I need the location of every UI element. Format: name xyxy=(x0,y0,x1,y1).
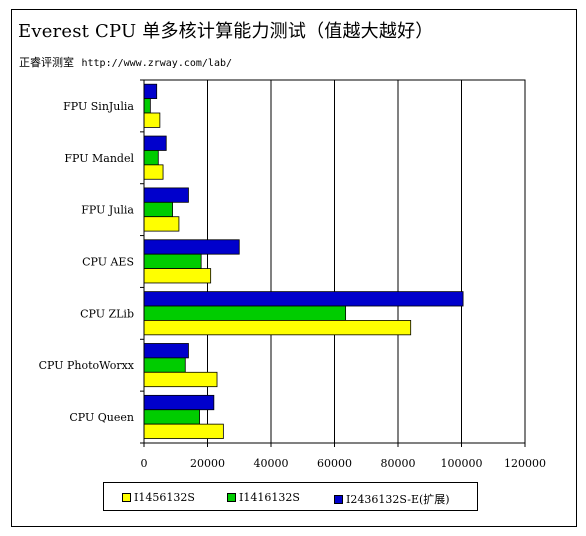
bar xyxy=(143,268,212,284)
category-label: CPU AES xyxy=(82,256,134,269)
legend-label: I1456132S xyxy=(134,491,195,504)
bar xyxy=(143,201,173,218)
bar xyxy=(143,239,240,255)
bar xyxy=(143,305,347,321)
bar xyxy=(143,409,200,425)
bar xyxy=(143,187,189,203)
axes xyxy=(140,79,526,447)
bar xyxy=(143,357,186,373)
bar xyxy=(143,164,164,180)
source-label: 正睿评测室 xyxy=(19,56,74,69)
bar xyxy=(143,135,167,151)
x-tick-label: 0 xyxy=(141,457,148,470)
x-tick-label: 80000 xyxy=(381,457,416,470)
bar xyxy=(143,112,161,128)
legend-swatch-icon xyxy=(334,494,343,504)
bar xyxy=(143,320,412,336)
chart-frame xyxy=(11,9,577,527)
gridlines xyxy=(207,80,526,443)
x-tick-label: 40000 xyxy=(254,457,289,470)
legend-item: I2436132S-E(扩展) xyxy=(334,491,450,507)
source-url: http://www.zrway.com/lab/ xyxy=(81,58,233,69)
legend-swatch-icon xyxy=(227,493,236,502)
bar xyxy=(143,150,159,166)
bar xyxy=(143,291,464,307)
x-tick-label: 20000 xyxy=(190,457,225,470)
legend: I1456132S I1416132S I2436132S-E(扩展) xyxy=(103,482,478,511)
legend-item: I1416132S xyxy=(227,491,300,504)
category-label: FPU Julia xyxy=(81,204,134,217)
bar xyxy=(143,371,218,388)
bars xyxy=(143,83,464,439)
category-label: CPU ZLib xyxy=(80,307,134,320)
category-label: FPU Mandel xyxy=(64,152,134,165)
category-label: CPU PhotoWorxx xyxy=(39,359,135,372)
x-tick-label: 100000 xyxy=(441,457,483,470)
legend-swatch-icon xyxy=(122,493,131,502)
category-label: FPU SinJulia xyxy=(63,100,134,113)
bar xyxy=(143,83,158,99)
category-label: CPU Queen xyxy=(69,411,134,424)
tick-labels: 0 20000 40000 60000 80000 100000 120000 xyxy=(141,457,547,470)
chart-subtitle: 正睿评测室 http://www.zrway.com/lab/ xyxy=(19,54,232,70)
bar xyxy=(143,216,180,232)
x-tick-label: 120000 xyxy=(504,457,546,470)
bar xyxy=(143,253,202,269)
legend-item: I1456132S xyxy=(122,491,195,504)
category-labels: FPU SinJulia FPU Mandel FPU Julia CPU AES CP… xyxy=(39,100,135,424)
bar xyxy=(143,423,224,439)
x-tick-label: 60000 xyxy=(317,457,352,470)
legend-label: I2436132S-E(扩展) xyxy=(346,493,450,506)
chart-title: Everest CPU 单多核计算能力测试（值越大越好） xyxy=(18,21,434,42)
legend-label: I1416132S xyxy=(239,491,300,504)
bar xyxy=(143,343,189,359)
bar xyxy=(143,98,151,114)
bar xyxy=(143,394,215,411)
